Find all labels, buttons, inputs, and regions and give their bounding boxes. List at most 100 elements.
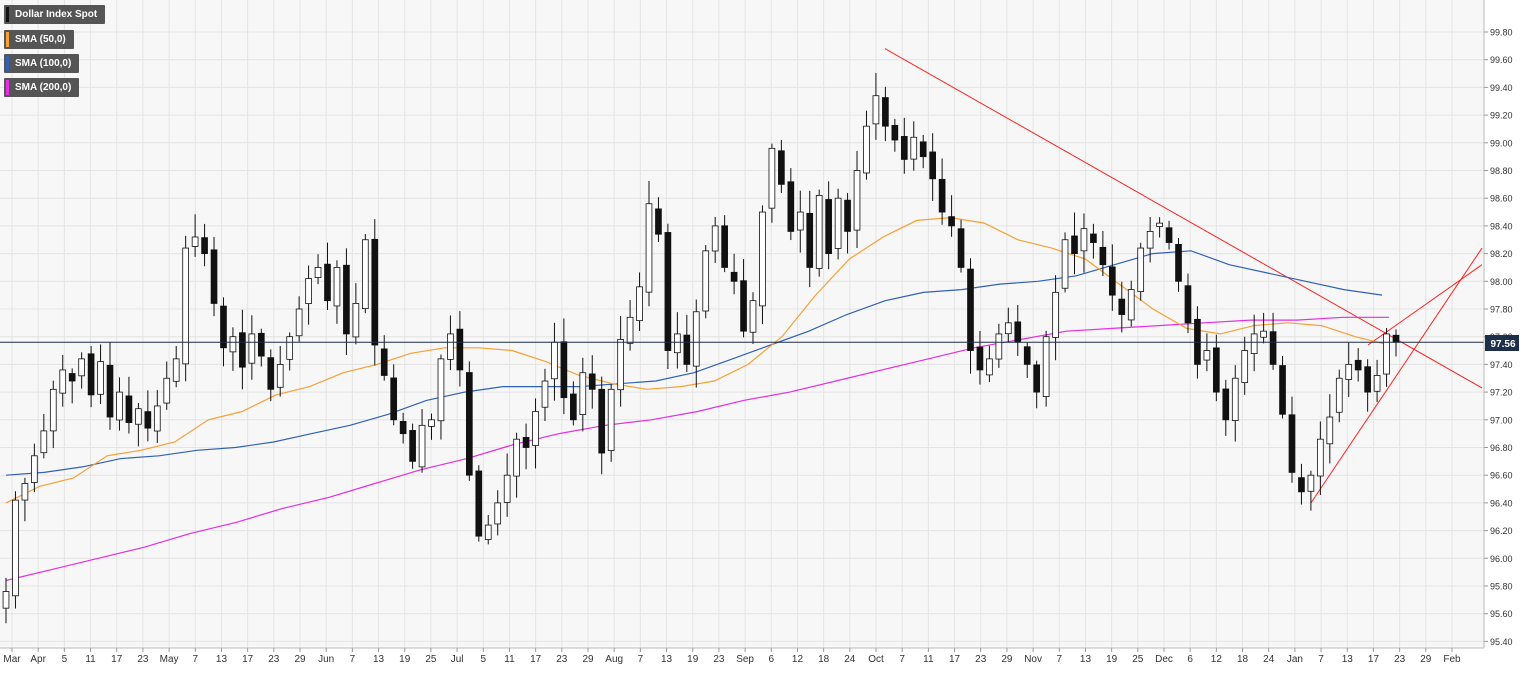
candle-body-down (740, 280, 747, 332)
candle-body-down (976, 346, 984, 371)
candle-body-down (957, 228, 965, 268)
x-tick-label: Dec (1155, 654, 1173, 665)
x-tick-label: 19 (399, 654, 411, 665)
candle-body-down (1014, 321, 1022, 343)
candle-body-down (106, 364, 114, 418)
candles (2, 72, 1400, 624)
candle-body-up (428, 419, 435, 427)
x-tick-label: 24 (844, 654, 856, 665)
legend-sma-100: SMA (100,0) (4, 54, 80, 73)
candle-body-down (1090, 233, 1097, 243)
candle-body-down (371, 238, 379, 346)
candle-body-up (579, 372, 587, 415)
legend-swatch-sma-100 (6, 56, 9, 71)
candle-body-up (49, 388, 57, 432)
candle-body-down (201, 237, 208, 255)
y-tick-label: 99.40 (1490, 83, 1513, 93)
x-tick-label: 17 (1368, 654, 1380, 665)
candle-body-up (702, 250, 710, 312)
x-tick-label: 18 (818, 654, 830, 665)
candle-body-up (863, 125, 870, 174)
candle-body-up (711, 225, 719, 252)
candle-body-down (655, 208, 662, 235)
candle-body-down (1364, 366, 1371, 393)
candle-body-up (191, 236, 199, 247)
candle-body-up (135, 408, 142, 425)
candle-body-down (1392, 334, 1400, 343)
x-tick-label: 25 (1132, 654, 1144, 665)
candle-body-up (834, 197, 842, 249)
x-tick-label: 23 (975, 654, 987, 665)
candle-body-down (257, 332, 265, 357)
candle-body-up (513, 438, 520, 477)
candle-body-down (1288, 414, 1296, 473)
candle-body-up (418, 424, 426, 468)
x-tick-label: 7 (1318, 654, 1324, 665)
candle-body-up (286, 336, 294, 360)
candle-body-up (484, 524, 492, 541)
candle-body-up (437, 358, 445, 422)
x-tick-label: 23 (1394, 654, 1406, 665)
candle-body-down (399, 420, 407, 435)
y-tick-label: 99.00 (1490, 138, 1513, 148)
candle-body-down (1108, 266, 1116, 296)
x-tick-label: 17 (242, 654, 254, 665)
candle-body-down (1071, 235, 1078, 254)
candle-body-down (1354, 359, 1362, 371)
y-tick-label: 98.60 (1490, 194, 1513, 204)
candle-body-up (1156, 222, 1163, 227)
candle-body-up (333, 267, 341, 307)
candle-body-up (1317, 438, 1324, 477)
x-tick-label: Oct (868, 654, 884, 665)
x-tick-label: Jul (451, 654, 464, 665)
y-tick-label: 99.20 (1490, 111, 1513, 121)
candle-body-down (967, 268, 974, 351)
x-tick-label: 29 (1420, 654, 1432, 665)
x-tick-label: Jan (1287, 654, 1303, 665)
x-tick-label: 19 (1106, 654, 1118, 665)
candle-body-up (1373, 375, 1381, 392)
candle-body-down (948, 216, 955, 227)
sma-50-line (5, 216, 1390, 504)
y-tick-label: 97.20 (1490, 388, 1513, 398)
candle-body-up (759, 211, 766, 307)
candle-body-up (1061, 239, 1069, 289)
legend-label: SMA (200,0) (15, 82, 72, 93)
x-tick-label: 7 (1056, 654, 1062, 665)
candle-body-up (163, 377, 171, 404)
x-tick-label: 23 (713, 654, 725, 665)
candle-body-up (361, 239, 369, 309)
y-tick-label: 98.00 (1490, 277, 1513, 287)
price-tag-box (1485, 335, 1519, 351)
candle-body-up (1326, 416, 1334, 445)
candle-body-up (2, 591, 10, 609)
x-tick-label: Mar (3, 654, 21, 665)
candle-body-down (1175, 244, 1182, 282)
candle-body-down (919, 141, 927, 158)
legend-sma-50: SMA (50,0) (4, 30, 74, 49)
y-tick-label: 97.80 (1490, 305, 1513, 315)
candle-body-up (532, 411, 539, 446)
candle-body-up (447, 333, 454, 360)
candle-body-up (636, 286, 643, 322)
candle-body-up (352, 303, 360, 338)
candle-body-up (503, 474, 511, 503)
candle-body-up (248, 333, 256, 364)
candle-body-down (220, 305, 227, 349)
y-tick-label: 99.80 (1490, 28, 1513, 38)
candle-body-up (1203, 350, 1211, 361)
candle-body-up (796, 211, 804, 231)
x-tick-label: 29 (1001, 654, 1013, 665)
candle-body-up (116, 391, 123, 421)
candle-body-up (1241, 350, 1249, 384)
candle-body-up (182, 247, 189, 365)
candle-body-up (1137, 247, 1145, 292)
candle-body-down (144, 411, 152, 429)
candle-body-down (1099, 246, 1107, 266)
candle-body-up (97, 361, 104, 395)
candle-body-up (1052, 291, 1059, 338)
y-tick-label: 97.40 (1490, 360, 1513, 370)
candle-body-up (626, 316, 634, 344)
x-tick-label: 23 (137, 654, 149, 665)
candle-body-up (314, 267, 322, 278)
